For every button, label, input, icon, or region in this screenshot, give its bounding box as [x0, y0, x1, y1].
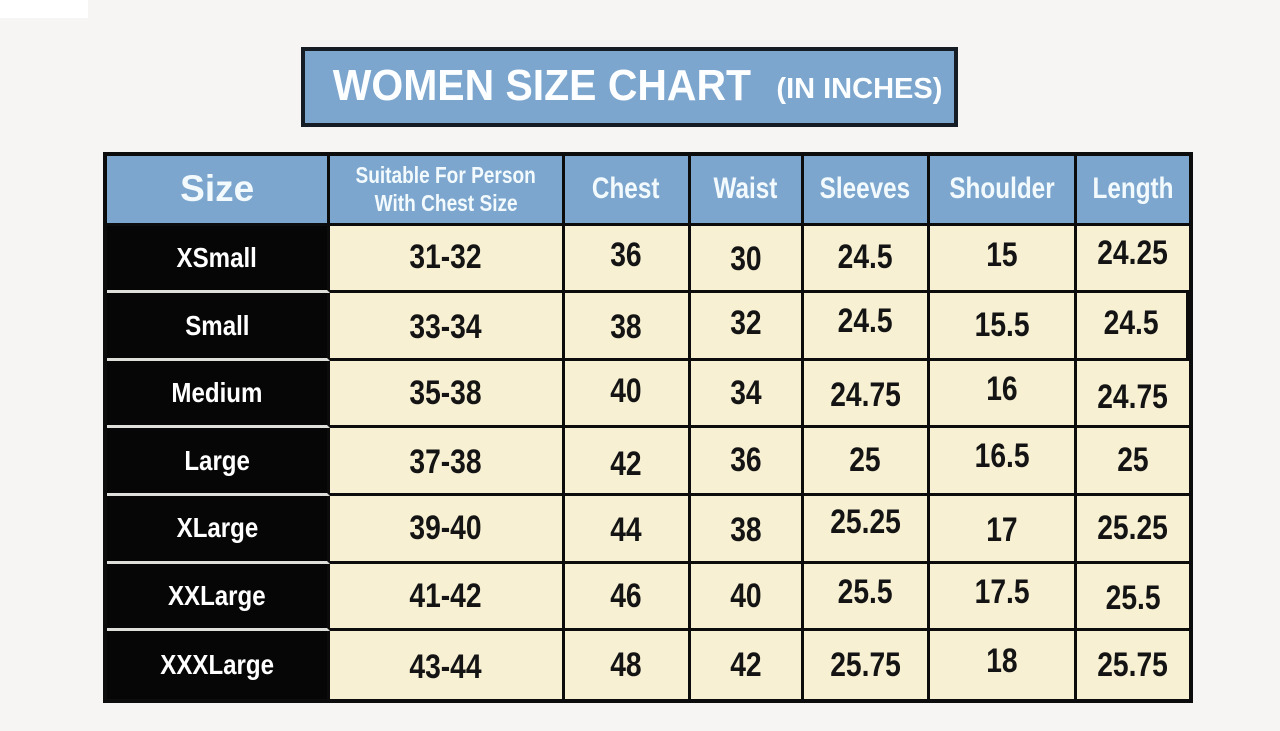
- cell-xxlarge-sleeves: 25.5: [803, 563, 930, 632]
- size-label-xlarge: XLarge: [107, 496, 331, 564]
- cell-large-shoulder: 16.5: [929, 428, 1077, 497]
- cell-small-length: 24.5: [1076, 293, 1189, 361]
- size-label-xsmall: XSmall: [107, 225, 331, 294]
- cell-small-suitable: 33-34: [330, 293, 565, 361]
- cell-xxxlarge-length: 25.75: [1076, 631, 1189, 699]
- cell-xxxlarge-shoulder: 18: [929, 631, 1077, 699]
- cell-small-waist: 32: [690, 293, 804, 361]
- cell-small-chest: 38: [564, 293, 691, 361]
- header-shoulder: Shoulder: [929, 156, 1077, 226]
- cell-xlarge-waist: 38: [690, 496, 804, 564]
- cell-small-shoulder: 15.5: [929, 293, 1077, 361]
- size-label-medium: Medium: [107, 360, 331, 429]
- header-chest: Chest: [564, 156, 691, 226]
- cell-large-suitable: 37-38: [330, 428, 565, 497]
- cell-medium-chest: 40: [564, 360, 691, 429]
- title-unit-note: (IN INCHES): [776, 72, 943, 105]
- cell-xsmall-waist: 30: [690, 225, 804, 294]
- cell-xxlarge-length: 25.5: [1076, 563, 1189, 632]
- cell-xlarge-suitable: 39-40: [330, 496, 565, 564]
- title-banner: WOMEN SIZE CHART (IN INCHES): [301, 47, 958, 127]
- cell-xxlarge-chest: 46: [564, 563, 691, 632]
- header-size: Size: [107, 156, 331, 226]
- cell-large-waist: 36: [690, 428, 804, 497]
- cell-medium-length: 24.75: [1076, 360, 1189, 429]
- cell-xxxlarge-chest: 48: [564, 631, 691, 699]
- cell-large-length: 25: [1076, 428, 1189, 497]
- cell-xsmall-chest: 36: [564, 225, 691, 294]
- size-label-xxxlarge: XXXLarge: [107, 631, 331, 699]
- cell-xxxlarge-waist: 42: [690, 631, 804, 699]
- header-sleeves: Sleeves: [803, 156, 930, 226]
- cell-xxlarge-shoulder: 17.5: [929, 563, 1077, 632]
- cell-xlarge-chest: 44: [564, 496, 691, 564]
- cell-medium-waist: 34: [690, 360, 804, 429]
- header-waist: Waist: [690, 156, 804, 226]
- corner-highlight: [0, 0, 88, 18]
- size-label-large: Large: [107, 428, 331, 497]
- cell-xsmall-suitable: 31-32: [330, 225, 565, 294]
- page-title: WOMEN SIZE CHART: [332, 60, 751, 110]
- cell-xlarge-length: 25.25: [1076, 496, 1189, 564]
- cell-xxlarge-waist: 40: [690, 563, 804, 632]
- cell-small-sleeves: 24.5: [803, 293, 930, 361]
- cell-large-sleeves: 25: [803, 428, 930, 497]
- cell-medium-shoulder: 16: [929, 360, 1077, 429]
- size-label-xxlarge: XXLarge: [107, 563, 331, 632]
- cell-xlarge-shoulder: 17: [929, 496, 1077, 564]
- cell-xlarge-sleeves: 25.25: [803, 496, 930, 564]
- cell-xxxlarge-sleeves: 25.75: [803, 631, 930, 699]
- size-label-small: Small: [107, 293, 331, 361]
- header-suitable-chest-size: Suitable For Person With Chest Size: [330, 156, 565, 226]
- header-length: Length: [1076, 156, 1189, 226]
- cell-large-chest: 42: [564, 428, 691, 497]
- cell-xsmall-shoulder: 15: [929, 225, 1077, 294]
- cell-xsmall-length: 24.25: [1076, 225, 1189, 294]
- cell-xsmall-sleeves: 24.5: [803, 225, 930, 294]
- cell-xxxlarge-suitable: 43-44: [330, 631, 565, 699]
- cell-xxlarge-suitable: 41-42: [330, 563, 565, 632]
- cell-medium-suitable: 35-38: [330, 360, 565, 429]
- cell-medium-sleeves: 24.75: [803, 360, 930, 429]
- size-chart-table: Size Suitable For Person With Chest Size …: [103, 152, 1193, 703]
